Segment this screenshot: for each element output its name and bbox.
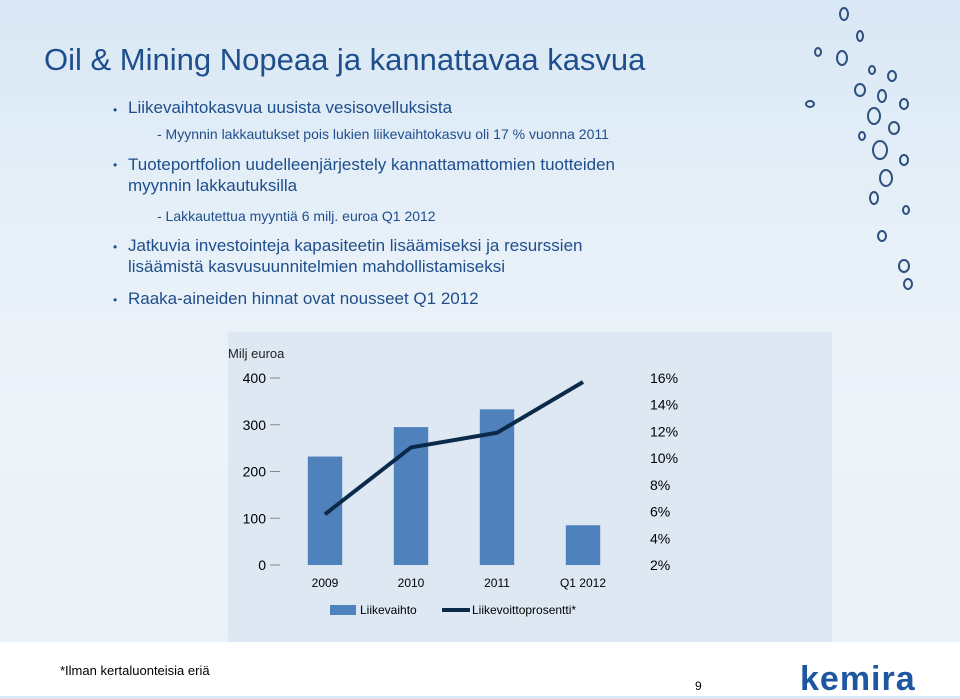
slide-title: Oil & Mining Nopeaa ja kannattavaa kasvu… [44, 42, 646, 77]
x-tick-label: Q1 2012 [560, 576, 606, 590]
page-number: 9 [695, 679, 702, 693]
bullet-item: Jatkuvia investointeja kapasiteetin lisä… [128, 236, 583, 276]
footer-bar [0, 642, 960, 696]
legend-swatch-bar [330, 605, 356, 615]
bullet-marker: • [113, 158, 118, 172]
y-tick-label: 200 [243, 464, 267, 480]
kemira-logo: kemira [800, 660, 916, 698]
y-tick-label: 100 [243, 510, 267, 526]
y-tick-label: 400 [243, 370, 267, 386]
y2-tick-label: 14% [650, 397, 678, 413]
y-tick-label: 300 [243, 417, 267, 433]
water-drops-decoration [805, 7, 913, 290]
bullet-item: Liikevaihtokasvua uusista vesisovelluksi… [128, 98, 453, 117]
line-series [323, 380, 585, 516]
y-axis-label: Milj euroa [228, 346, 285, 361]
bar [565, 525, 601, 565]
bullet-marker: • [113, 293, 118, 307]
bullet-marker: • [113, 240, 118, 254]
y2-tick-label: 4% [650, 530, 670, 546]
x-tick-label: 2009 [312, 576, 339, 590]
bar [393, 427, 429, 565]
sub-bullet-item: - Lakkautettua myyntiä 6 milj. euroa Q1 … [157, 208, 436, 224]
y2-tick-label: 10% [650, 450, 678, 466]
y2-tick-label: 16% [650, 370, 678, 386]
x-tick-label: 2011 [484, 576, 510, 590]
legend-label: Liikevoittoprosentti* [472, 603, 576, 617]
y2-tick-label: 2% [650, 557, 670, 573]
y2-tick-label: 12% [650, 423, 678, 439]
legend-label: Liikevaihto [360, 603, 417, 617]
sub-bullet-item: - Myynnin lakkautukset pois lukien liike… [157, 126, 609, 142]
y2-tick-label: 6% [650, 504, 670, 520]
bullet-item: Tuoteportfolion uudelleenjärjestely kann… [128, 155, 616, 195]
y-tick-label: 0 [258, 557, 266, 573]
y2-tick-label: 8% [650, 477, 670, 493]
footnote: *Ilman kertaluonteisia eriä [60, 663, 210, 678]
bullet-marker: • [113, 103, 118, 117]
bar [307, 456, 343, 565]
bullet-item: Raaka-aineiden hinnat ovat nousseet Q1 2… [128, 289, 479, 308]
x-tick-label: 2010 [398, 576, 425, 590]
